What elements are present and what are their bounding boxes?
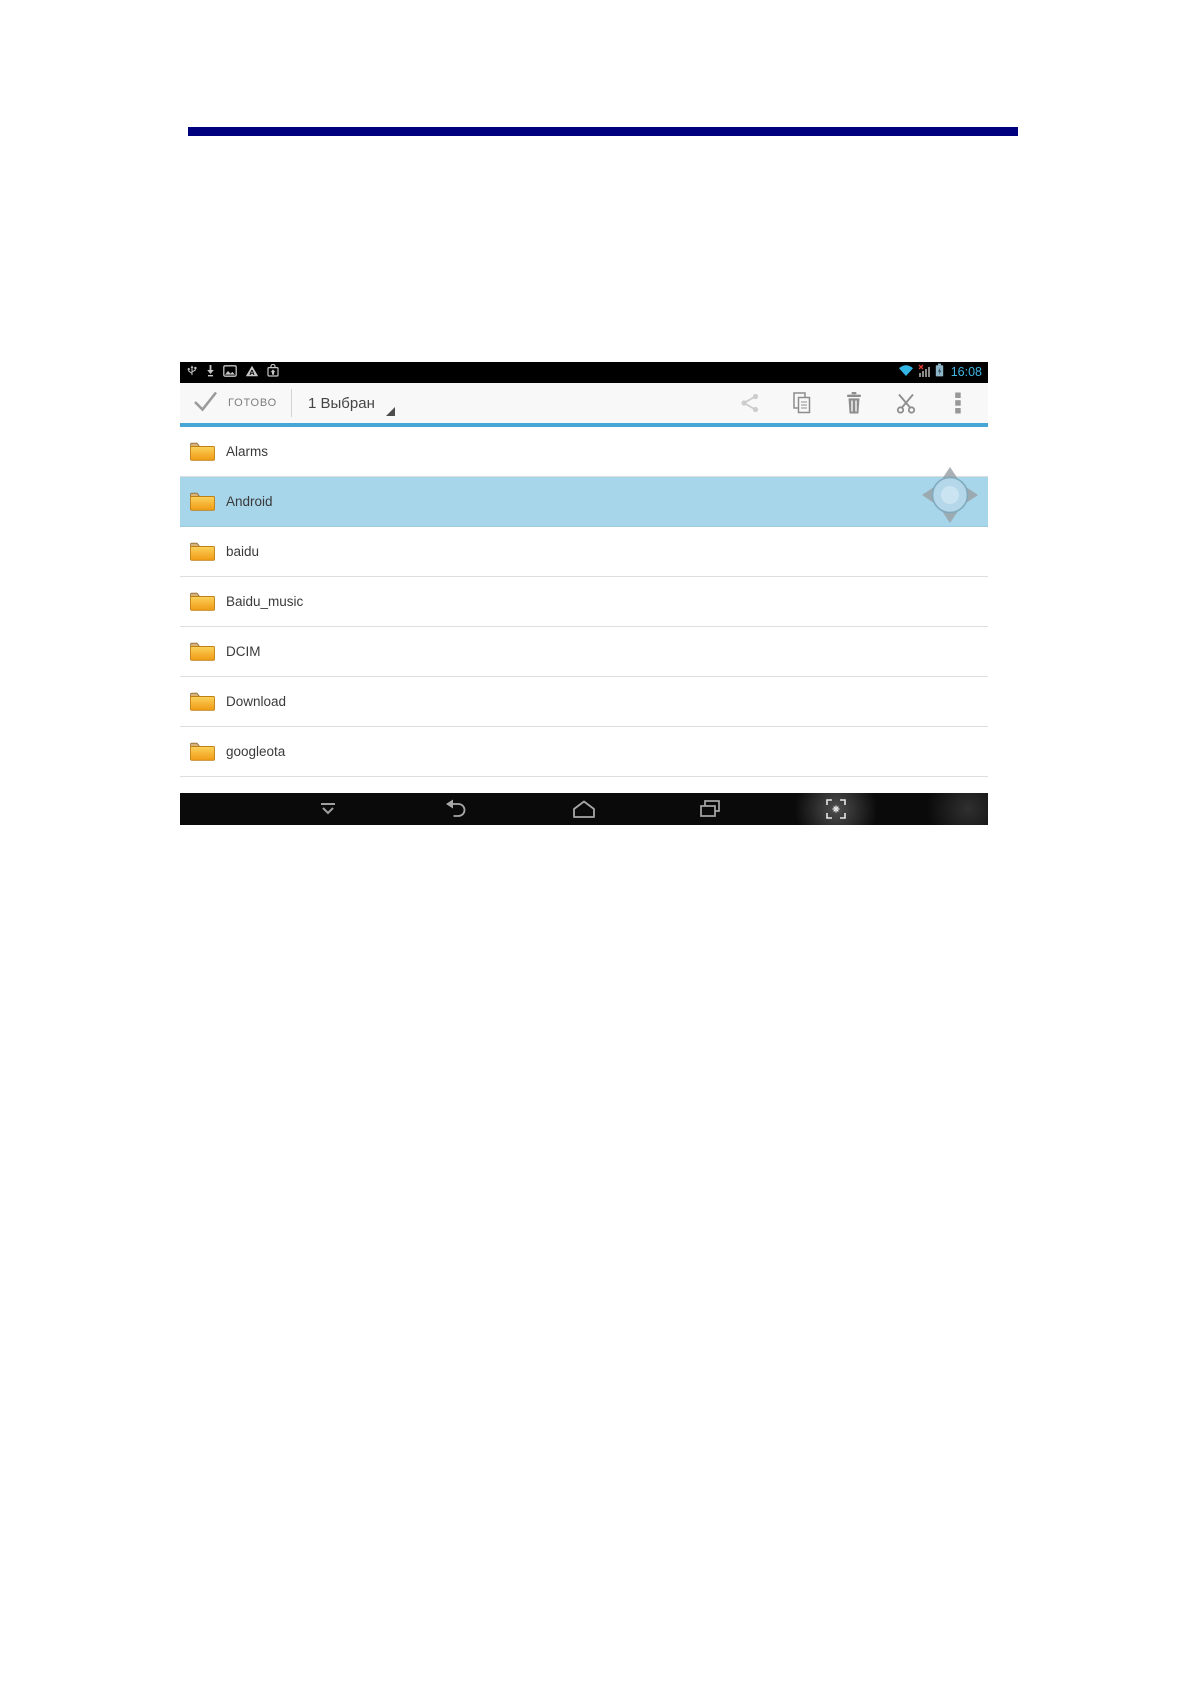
list-item-dcim[interactable]: DCIM <box>180 627 988 677</box>
status-bar-right-icons: 16:08 <box>898 363 982 382</box>
back-button[interactable] <box>443 799 467 820</box>
document-divider-rule <box>188 127 1018 136</box>
gallery-icon <box>223 364 237 382</box>
folder-icon <box>190 692 215 711</box>
selection-count-label: 1 Выбран <box>308 394 375 412</box>
svg-text:A: A <box>249 368 255 377</box>
delete-button[interactable] <box>841 389 867 417</box>
warning-a-icon: A <box>245 364 259 382</box>
list-item-baidu-music[interactable]: Baidu_music <box>180 577 988 627</box>
copy-button[interactable] <box>789 389 815 417</box>
status-bar-left-icons: A <box>186 363 279 382</box>
list-item-download[interactable]: Download <box>180 677 988 727</box>
done-label: ГОТОВО <box>228 397 278 409</box>
navigation-bar <box>180 793 988 825</box>
list-item-baidu[interactable]: baidu <box>180 527 988 577</box>
folder-name: DCIM <box>226 644 261 659</box>
folder-name: baidu <box>226 544 260 559</box>
folder-icon <box>190 492 215 511</box>
folder-name: Baidu_music <box>226 594 304 609</box>
status-bar: A <box>180 362 988 383</box>
folder-icon <box>190 642 215 661</box>
done-button[interactable]: ГОТОВО <box>180 383 291 423</box>
nav-button-glow-faint <box>922 793 988 825</box>
file-list: Alarms Android baidu Baidu_music DCIM Do… <box>180 427 988 777</box>
more-options-button[interactable] <box>945 389 971 417</box>
folder-name: Android <box>226 494 273 509</box>
battery-charging-icon <box>935 363 944 382</box>
signal-no-sim-icon <box>918 364 931 382</box>
folder-icon <box>190 442 215 461</box>
screenshot-bottom-gap <box>180 777 988 793</box>
spinner-caret-icon <box>385 406 395 416</box>
folder-icon <box>190 742 215 761</box>
action-bar: ГОТОВО 1 Выбран <box>180 383 988 423</box>
clock-text: 16:08 <box>950 365 982 380</box>
list-item-alarms[interactable]: Alarms <box>180 427 988 477</box>
folder-icon <box>190 592 215 611</box>
hide-navbar-button[interactable] <box>317 802 339 817</box>
usb-icon <box>186 364 198 382</box>
folder-name: googleota <box>226 744 286 759</box>
folder-name: Alarms <box>226 444 269 459</box>
action-bar-actions <box>737 389 988 417</box>
cut-button[interactable] <box>893 389 919 417</box>
action-bar-divider <box>291 389 293 417</box>
recents-button[interactable] <box>698 800 722 819</box>
android-screenshot: A <box>180 362 988 825</box>
action-bar-underline <box>180 423 988 427</box>
package-update-icon <box>267 363 279 382</box>
folder-icon <box>190 542 215 561</box>
screenshot-button[interactable] <box>824 797 848 821</box>
share-button[interactable] <box>737 389 763 417</box>
folder-name: Download <box>226 694 287 709</box>
pointer-joystick-handle[interactable] <box>920 465 980 525</box>
home-button[interactable] <box>571 800 597 819</box>
selection-count-spinner[interactable]: 1 Выбран <box>292 383 405 423</box>
list-item-googleota[interactable]: googleota <box>180 727 988 777</box>
usb-debug-icon <box>206 364 215 382</box>
wifi-icon <box>898 364 914 382</box>
list-item-android-selected[interactable]: Android <box>180 477 988 527</box>
checkmark-icon <box>192 390 219 417</box>
